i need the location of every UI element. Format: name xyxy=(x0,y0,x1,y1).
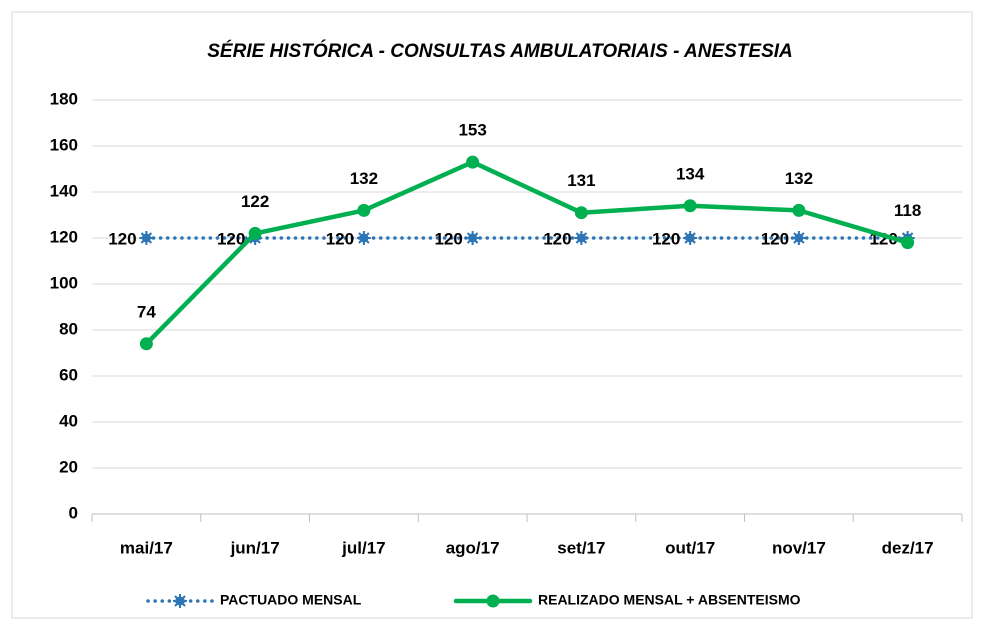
y-tick-label: 0 xyxy=(69,503,78,522)
data-label: 120 xyxy=(326,229,354,248)
data-label: 120 xyxy=(543,229,571,248)
marker xyxy=(356,231,371,245)
x-tick-label: ago/17 xyxy=(446,538,500,557)
chart-border xyxy=(11,11,973,619)
marker xyxy=(248,226,262,240)
x-tick-label: set/17 xyxy=(557,538,605,557)
legend-label: PACTUADO MENSAL xyxy=(220,592,362,608)
marker-ray xyxy=(174,595,186,607)
marker xyxy=(683,231,698,245)
data-label: 131 xyxy=(567,171,595,190)
y-tick-label: 20 xyxy=(59,457,78,476)
marker xyxy=(466,155,480,169)
marker xyxy=(465,231,480,245)
marker xyxy=(139,231,154,245)
x-tick-label: dez/17 xyxy=(882,538,934,557)
data-label: 120 xyxy=(652,229,680,248)
data-label: 74 xyxy=(137,302,156,321)
y-tick-label: 180 xyxy=(50,89,78,108)
marker xyxy=(791,231,806,245)
data-label: 120 xyxy=(108,229,136,248)
data-label: 122 xyxy=(241,192,269,211)
marker xyxy=(683,199,697,213)
legend-marker xyxy=(486,594,500,608)
marker xyxy=(792,203,806,217)
marker-ray xyxy=(575,232,588,244)
y-tick-label: 60 xyxy=(59,365,78,384)
data-label: 120 xyxy=(761,229,789,248)
data-label: 120 xyxy=(434,229,462,248)
y-tick-label: 120 xyxy=(50,227,78,246)
y-tick-label: 140 xyxy=(50,181,78,200)
data-label: 153 xyxy=(458,121,486,140)
chart-title: SÉRIE HISTÓRICA - CONSULTAS AMBULATORIAI… xyxy=(207,40,793,62)
y-tick-label: 80 xyxy=(59,319,78,338)
marker-ray xyxy=(140,232,153,244)
marker xyxy=(574,206,588,220)
legend-label: REALIZADO MENSAL + ABSENTEISMO xyxy=(538,592,801,608)
x-tick-label: jun/17 xyxy=(230,538,280,557)
marker-ray xyxy=(466,232,479,244)
marker-ray xyxy=(684,232,696,244)
data-label: 132 xyxy=(350,169,378,188)
data-label: 134 xyxy=(676,164,705,183)
x-tick-label: out/17 xyxy=(665,538,715,557)
marker-ray xyxy=(358,232,370,244)
marker xyxy=(139,337,153,351)
marker xyxy=(574,231,589,245)
data-label: 132 xyxy=(785,169,813,188)
marker xyxy=(901,236,915,250)
data-label: 120 xyxy=(217,229,245,248)
data-label: 118 xyxy=(894,201,921,220)
x-tick-label: mai/17 xyxy=(120,538,173,557)
legend-marker xyxy=(173,594,187,608)
y-tick-label: 160 xyxy=(50,135,78,154)
x-tick-label: jul/17 xyxy=(341,538,385,557)
y-tick-label: 40 xyxy=(59,411,78,430)
marker-ray xyxy=(793,232,805,244)
y-tick-label: 100 xyxy=(50,273,78,292)
series-line xyxy=(144,159,910,347)
marker xyxy=(357,203,371,217)
x-tick-label: nov/17 xyxy=(772,538,826,557)
